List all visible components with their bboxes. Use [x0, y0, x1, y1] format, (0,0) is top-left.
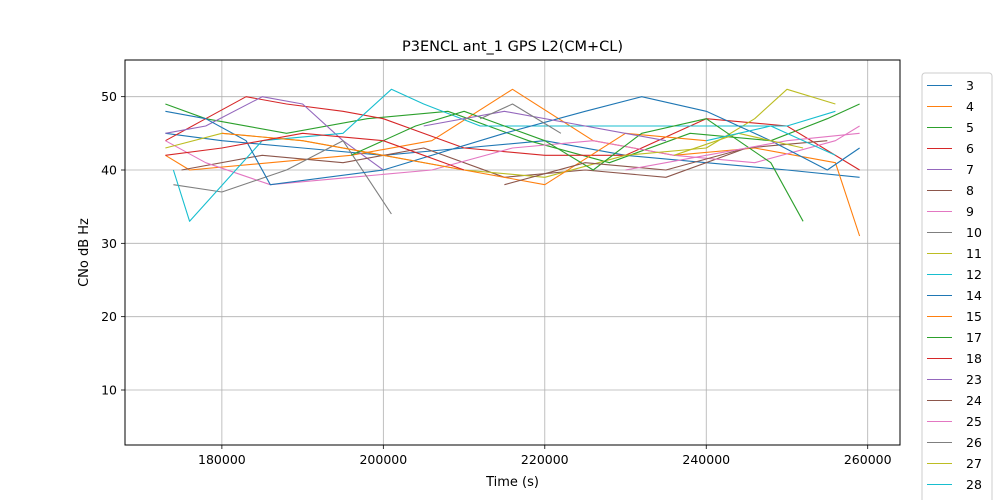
- y-tick-label: 10: [101, 383, 117, 398]
- series-line-14: [165, 96, 860, 186]
- legend-label: 5: [966, 120, 974, 135]
- legend-label: 17: [966, 330, 982, 345]
- legend-label: 24: [966, 393, 982, 408]
- legend-label: 28: [966, 477, 982, 492]
- legend-label: 3: [966, 78, 974, 93]
- x-tick-label: 240000: [682, 452, 730, 467]
- series-layer: [165, 88, 861, 237]
- series-line-12: [172, 88, 836, 222]
- x-tick-label: 260000: [844, 452, 892, 467]
- x-axis-label: Time (s): [485, 475, 539, 490]
- legend-label: 11: [966, 246, 982, 261]
- series-line-7: [165, 96, 384, 171]
- series-line-28: [706, 125, 836, 156]
- series-line-9: [165, 125, 860, 186]
- series-line-5: [165, 103, 860, 164]
- legend-label: 7: [966, 162, 974, 177]
- legend-label: 26: [966, 435, 982, 450]
- x-axis-ticks: 180000 200000 220000 240000 260000: [198, 445, 892, 467]
- legend-label: 27: [966, 456, 982, 471]
- series-line-18: [165, 132, 465, 171]
- y-tick-label: 20: [101, 309, 117, 324]
- series-line-4: [165, 88, 861, 237]
- chart-title: P3ENCL ant_1 GPS L2(CM+CL): [402, 39, 623, 55]
- series-line-24: [504, 147, 747, 186]
- y-axis-ticks: 10 20 30 40 50: [101, 89, 125, 398]
- x-tick-label: 220000: [521, 452, 569, 467]
- series-line-25: [625, 132, 860, 171]
- y-tick-label: 30: [101, 236, 117, 251]
- legend-label: 10: [966, 225, 982, 240]
- plot-area: [165, 88, 861, 237]
- series-line-3: [165, 132, 860, 178]
- legend-label: 25: [966, 414, 982, 429]
- legend-label: 15: [966, 309, 982, 324]
- legend-box: [921, 72, 993, 500]
- legend-label: 23: [966, 372, 982, 387]
- legend-label: 18: [966, 351, 982, 366]
- legend-label: 8: [966, 183, 974, 198]
- x-tick-label: 180000: [198, 452, 246, 467]
- x-tick-label: 200000: [359, 452, 407, 467]
- legend-label: 12: [966, 267, 982, 282]
- series-line-26: [479, 103, 562, 134]
- series-line-6: [165, 96, 860, 171]
- legend: 3 4 5 6 7 8 9 10 11 12 14 15 17 18 23 24 25 26 27 28: [921, 72, 993, 500]
- series-line-23: [423, 110, 666, 142]
- plot-frame: [124, 59, 901, 446]
- legend-label: 9: [966, 204, 974, 219]
- y-tick-label: 50: [101, 89, 117, 104]
- legend-label: 4: [966, 99, 974, 114]
- y-tick-label: 40: [101, 163, 117, 178]
- series-line-10: [173, 140, 392, 215]
- legend-label: 14: [966, 288, 982, 303]
- legend-label: 6: [966, 141, 974, 156]
- y-axis-label: CNo dB Hz: [77, 218, 92, 287]
